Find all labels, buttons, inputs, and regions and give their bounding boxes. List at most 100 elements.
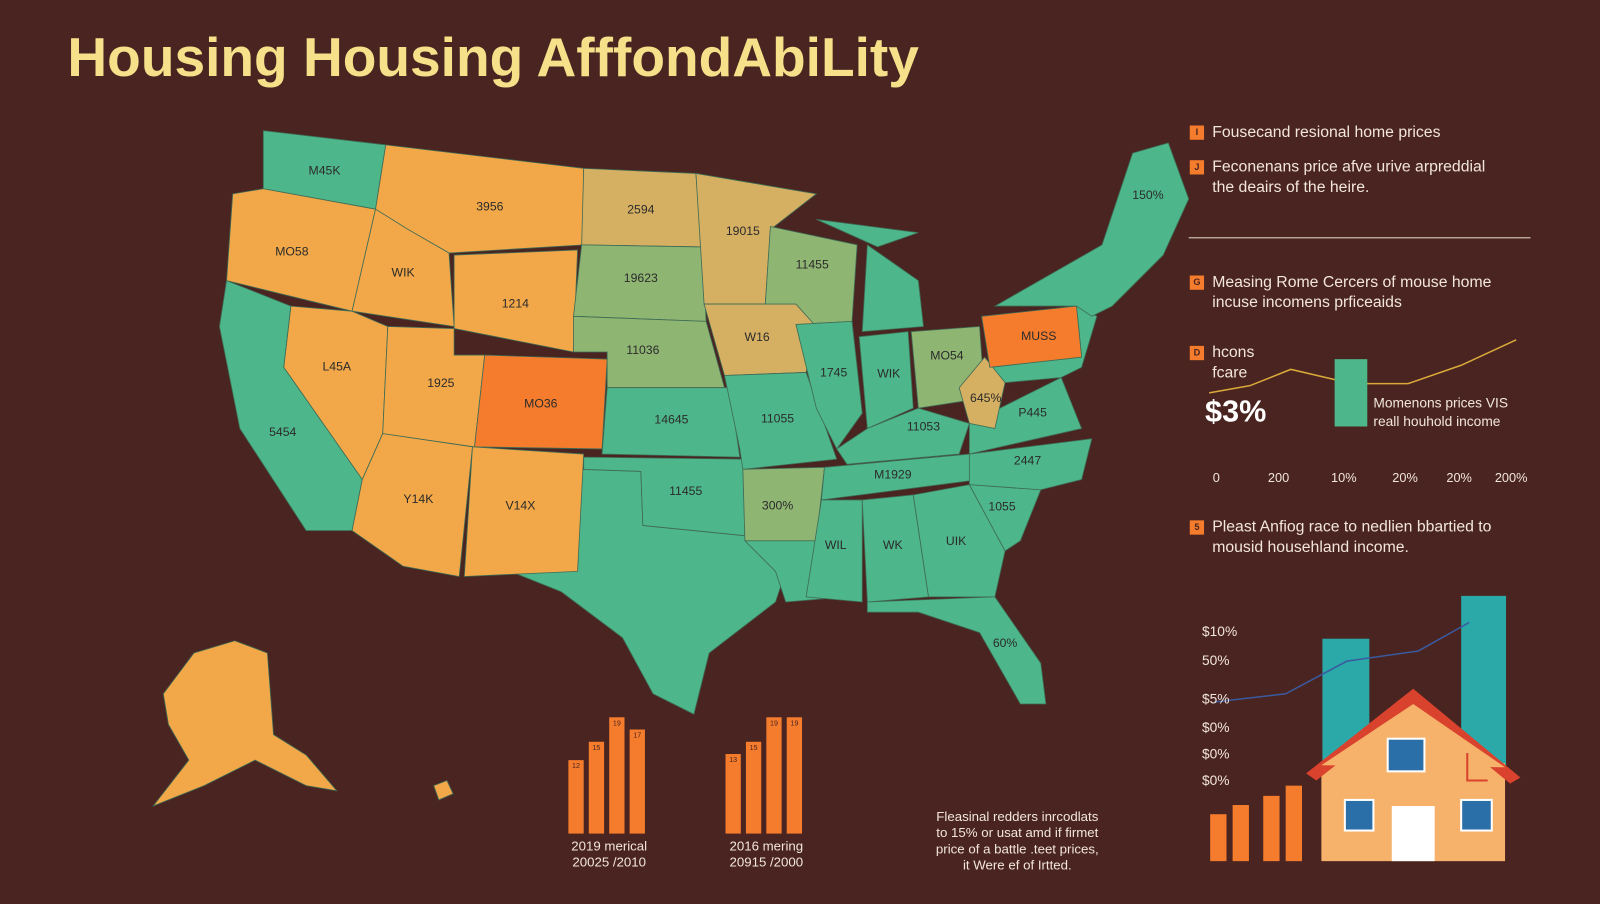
- item-marker: [1189, 345, 1205, 361]
- state-label: V14X: [505, 498, 535, 512]
- state: [958, 356, 1006, 430]
- region: [816, 218, 919, 248]
- house-icon: [1306, 688, 1521, 862]
- state-label: M1929: [874, 468, 912, 482]
- bar: [588, 741, 605, 834]
- small-bar: [1232, 805, 1249, 862]
- item-text: the deairs of the heire.: [1212, 179, 1369, 196]
- state-label: 11036: [626, 343, 659, 357]
- state: [858, 331, 914, 430]
- lower-axis-label: $0%: [1202, 720, 1230, 735]
- state-label: WIK: [392, 266, 416, 280]
- item-text: Measing Rome Cercers of mouse home: [1212, 274, 1491, 291]
- state-label: 2447: [1014, 453, 1041, 467]
- state-label: 1925: [427, 376, 454, 390]
- state-label: 1055: [988, 499, 1015, 513]
- state-label: UIK: [946, 534, 967, 548]
- state-label: 60%: [993, 636, 1018, 650]
- state-label: P445: [1018, 405, 1047, 419]
- small-bar: [1285, 785, 1302, 862]
- bar: [786, 717, 803, 834]
- bar-caption: 20025 /2010: [572, 855, 646, 870]
- region: [151, 640, 338, 807]
- state: [463, 446, 585, 577]
- bar-label: 12: [572, 762, 580, 770]
- state: [601, 387, 741, 458]
- small-bar: [1210, 814, 1227, 862]
- state-label: MUSS: [1021, 329, 1056, 343]
- state-label: 1214: [502, 296, 529, 310]
- state-label: 150%: [1132, 188, 1163, 202]
- item-text: incuse incomens prficeaids: [1212, 294, 1402, 311]
- state: [805, 499, 863, 603]
- region: [861, 244, 924, 333]
- small-bar: [1263, 795, 1280, 862]
- item-marker-text: G: [1193, 277, 1200, 287]
- bar: [766, 717, 782, 834]
- state: [723, 371, 838, 470]
- state-label: 300%: [762, 498, 793, 512]
- bar: [629, 729, 645, 834]
- state: [795, 320, 863, 450]
- inset-axis-label: 200: [1268, 470, 1289, 485]
- bar-label: 19: [790, 719, 798, 727]
- map: [151, 130, 1190, 807]
- region: [433, 780, 454, 801]
- state: [981, 305, 1083, 368]
- footnote: price of a battle .teet prices,: [936, 841, 1099, 856]
- state-label: WK: [883, 538, 904, 552]
- state: [968, 376, 1083, 455]
- item-marker-text: I: [1196, 127, 1199, 137]
- item-text: hcons: [1212, 344, 1254, 361]
- state-label: 11055: [761, 412, 794, 426]
- bar-label: 17: [633, 732, 641, 740]
- state: [968, 438, 1093, 491]
- item-text: Pleast Anfiog race to nedlien bbartied t…: [1212, 519, 1491, 536]
- lower-axis-label: $0%: [1202, 747, 1230, 762]
- state-label: 14645: [654, 413, 688, 427]
- lower-axis-label: 50%: [1202, 653, 1230, 668]
- state-label: 11053: [907, 420, 940, 434]
- title: Housing Housing AfffondAbiLity: [67, 26, 919, 88]
- bar-label: 13: [729, 756, 737, 764]
- state-label: 1745: [820, 366, 847, 380]
- inset-bar: [1334, 359, 1368, 427]
- footnote: it Were ef of Irtted.: [963, 858, 1072, 873]
- item-marker-text: 5: [1194, 522, 1199, 532]
- bar: [568, 760, 584, 834]
- lower-axis-label: $10%: [1202, 624, 1237, 639]
- state-label: WIK: [877, 367, 901, 381]
- item-marker: [1189, 520, 1205, 535]
- item-text: mousid househland income.: [1212, 539, 1409, 556]
- state-label: W16: [745, 330, 770, 344]
- state: [866, 596, 1047, 705]
- inset-axis-label: 200%: [1495, 470, 1528, 485]
- state-label: 11455: [796, 258, 829, 272]
- lower-axis-label: $0%: [1202, 773, 1230, 788]
- state-label: MO54: [930, 348, 964, 362]
- state-label: WIL: [825, 538, 847, 552]
- state: [351, 208, 455, 327]
- item-text: Feconenans price afve urive arpreddial: [1212, 159, 1485, 176]
- footnote: to 15% or usat amd if firmet: [936, 825, 1098, 840]
- inset-axis-label: 20%: [1446, 470, 1472, 485]
- inset-axis-label: 10%: [1331, 470, 1357, 485]
- blue-line: [1214, 621, 1470, 703]
- bar-label: 19: [613, 719, 621, 727]
- item-text: Fousecand resional home prices: [1212, 124, 1440, 141]
- state-label: 11455: [669, 484, 702, 498]
- bar-label: 19: [770, 719, 778, 727]
- state-label: Y14K: [403, 492, 434, 506]
- big-value: $3%: [1205, 394, 1266, 428]
- bar: [725, 754, 741, 834]
- state: [993, 142, 1190, 317]
- state-label: 19623: [624, 271, 658, 285]
- state-label: M45K: [309, 164, 342, 178]
- bar: [745, 741, 762, 834]
- item-marker: [1189, 125, 1205, 140]
- inset-caption: reall houhold income: [1373, 414, 1500, 429]
- bar-label: 15: [592, 744, 600, 752]
- state: [912, 484, 1006, 598]
